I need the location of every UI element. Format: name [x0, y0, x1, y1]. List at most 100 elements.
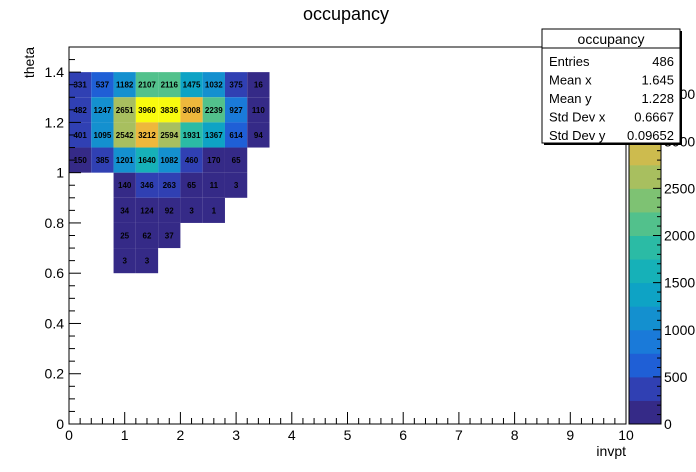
heatmap-bin [158, 122, 181, 148]
heatmap-bin [158, 72, 181, 98]
heatmap-bin [91, 97, 114, 123]
bin-value-label: 2107 [138, 81, 156, 90]
stats-entry-label: Mean x [549, 73, 592, 88]
bin-value-label: 1082 [160, 156, 178, 165]
color-scale-step [629, 164, 661, 189]
bin-value-label: 3008 [183, 106, 201, 115]
heatmap-bin [113, 72, 136, 98]
color-scale-step [629, 353, 661, 378]
heatmap-bin [113, 248, 136, 274]
bin-value-label: 263 [163, 181, 177, 190]
bin-value-label: 1367 [205, 131, 223, 140]
bin-value-label: 3 [189, 206, 194, 215]
stats-entry-label: Std Dev y [549, 128, 606, 143]
stats-entry-label: Std Dev x [549, 110, 606, 125]
color-scale-label: 1000 [664, 322, 695, 338]
bin-value-label: 460 [185, 156, 199, 165]
heatmap-bin [113, 222, 136, 249]
heatmap-bin [158, 222, 181, 249]
color-scale-step [629, 400, 661, 425]
bin-value-label: 614 [229, 131, 243, 140]
bin-value-label: 62 [143, 232, 152, 241]
y-tick-label: 1.2 [45, 114, 65, 130]
bin-value-label: 92 [165, 206, 174, 215]
bin-value-label: 331 [73, 81, 87, 90]
color-scale-step [629, 259, 661, 284]
bin-value-label: 37 [165, 232, 174, 241]
bin-value-label: 124 [140, 206, 154, 215]
heatmap-bin [202, 197, 225, 223]
bin-value-label: 1247 [94, 106, 112, 115]
y-tick-label: 1.4 [45, 64, 65, 80]
bin-value-label: 25 [120, 232, 129, 241]
color-scale-label: 2000 [664, 228, 695, 244]
heatmap-bin [180, 172, 203, 198]
bin-value-label: 1182 [116, 81, 134, 90]
heatmap-bin [113, 122, 136, 148]
bin-value-label: 346 [140, 181, 154, 190]
heatmap-bin [135, 172, 159, 198]
bin-value-label: 1095 [94, 131, 112, 140]
bin-value-label: 3 [234, 181, 239, 190]
bin-value-label: 11 [210, 181, 219, 190]
y-axis: 0 0.2 0.4 0.6 0.8 1 1.2 1.4 [45, 46, 81, 432]
x-tick-label: 1 [121, 427, 129, 443]
heatmap-bin [69, 72, 92, 98]
heatmap-bin [224, 122, 248, 148]
heatmap-bin [135, 248, 159, 274]
heatmap-bin [135, 197, 159, 223]
bin-value-label: 1032 [205, 81, 223, 90]
color-scale-step [629, 235, 661, 260]
bin-value-label: 482 [73, 106, 87, 115]
bin-value-label: 170 [207, 156, 221, 165]
heatmap-bin [180, 147, 203, 173]
heatmap-bin [180, 97, 203, 123]
x-tick-label: 4 [288, 427, 296, 443]
heatmap-bin [224, 172, 248, 198]
heatmap-bin [91, 122, 114, 148]
heatmap-bin [247, 72, 270, 98]
bin-value-label: 65 [187, 181, 196, 190]
heatmap-bin [135, 222, 159, 249]
heatmap-bin [202, 72, 225, 98]
stats-entry-label: Mean y [549, 91, 592, 106]
bin-value-label: 1931 [183, 131, 201, 140]
bin-value-label: 2116 [161, 81, 179, 90]
heatmap-bin [69, 97, 92, 123]
y-axis-label: theta [21, 47, 37, 78]
color-scale-step [629, 376, 661, 401]
heatmap-bin [180, 122, 203, 148]
heatmap-bin [135, 147, 159, 173]
bin-value-label: 150 [73, 156, 87, 165]
color-scale-step [629, 141, 661, 166]
stats-entry-value: 0.6667 [634, 110, 674, 125]
bin-value-label: 2542 [116, 131, 134, 140]
bin-value-label: 65 [232, 156, 241, 165]
color-scale-step [629, 306, 661, 331]
bin-value-label: 3836 [160, 106, 178, 115]
y-tick-label: 0.8 [45, 215, 65, 231]
heatmap-bin [158, 172, 181, 198]
bin-value-label: 16 [254, 81, 263, 90]
heatmap-bin [247, 122, 270, 148]
x-tick-label: 6 [399, 427, 407, 443]
heatmap-bin [113, 197, 136, 223]
bin-value-label: 401 [73, 131, 87, 140]
bin-value-label: 3 [145, 257, 150, 266]
x-tick-label: 7 [455, 427, 463, 443]
bin-value-label: 1475 [183, 81, 201, 90]
heatmap-bin [224, 147, 248, 173]
heatmap-bin [135, 72, 159, 98]
stats-entry-value: 1.645 [641, 73, 674, 88]
bin-value-label: 140 [118, 181, 132, 190]
heatmap-bin [91, 147, 114, 173]
y-tick-label: 0.2 [45, 366, 65, 382]
heatmap-bin [113, 172, 136, 198]
heatmap-bin [158, 97, 181, 123]
stats-box-title: occupancy [578, 31, 645, 47]
heatmap-bin [247, 97, 270, 123]
heatmap-bin [135, 97, 159, 123]
bin-value-label: 3212 [138, 131, 156, 140]
